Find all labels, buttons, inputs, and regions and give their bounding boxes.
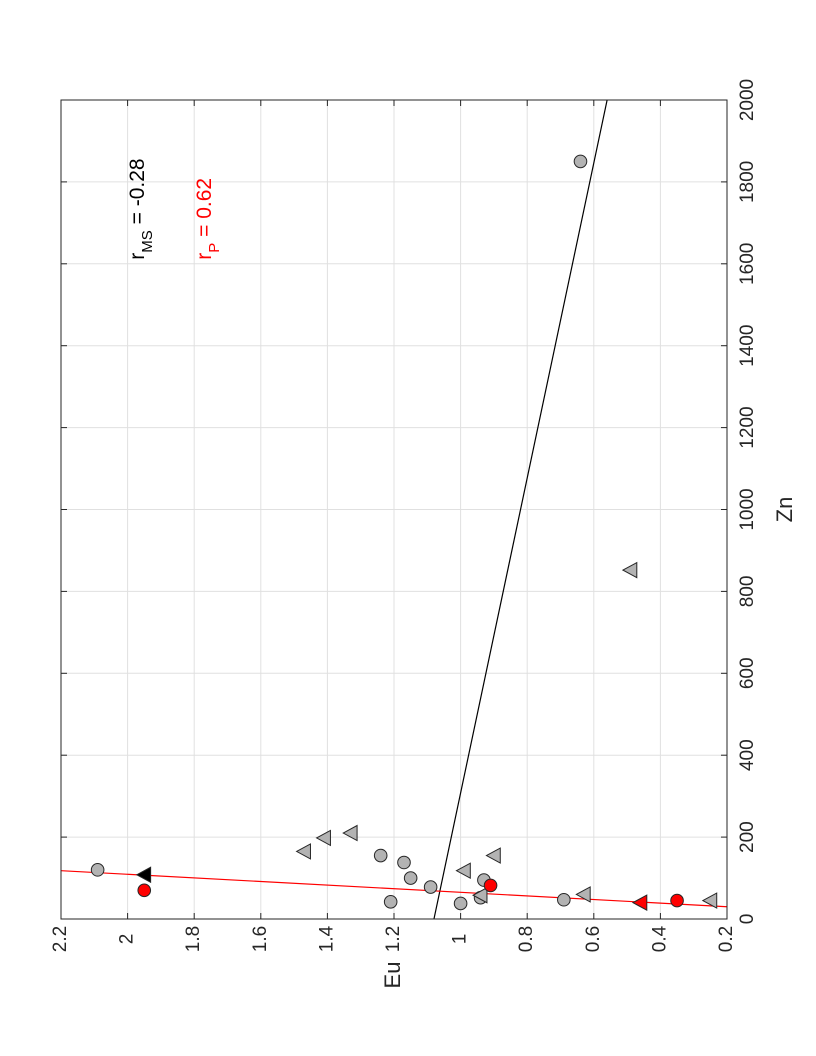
x-tick-label: 200: [737, 821, 758, 853]
data-point-circle: [137, 883, 152, 898]
data-point-triangle: [135, 866, 152, 884]
annotation-base: r: [126, 253, 149, 260]
data-points: [90, 154, 718, 911]
data-point-circle: [453, 896, 468, 911]
y-tick-label: 2.2: [50, 926, 71, 952]
data-point-triangle: [295, 843, 311, 860]
y-axis-label: Eu: [380, 962, 405, 989]
data-point-circle: [403, 871, 418, 885]
x-tick-label: 1600: [737, 243, 758, 285]
x-axis-ticks: 0 200 400 600 800 1000 1200 1400 1600 1800 2000: [61, 79, 758, 924]
data-point-circle: [557, 892, 571, 907]
data-point-triangle: [485, 847, 501, 864]
y-tick-label: 2: [117, 934, 138, 945]
data-point-triangle: [631, 894, 648, 911]
annotation-value: = -0.28: [126, 158, 149, 230]
y-tick-label: 1.8: [183, 926, 204, 952]
data-point-triangle: [621, 561, 638, 579]
x-tick-label: 1000: [737, 488, 758, 530]
annotation-base: r: [193, 253, 216, 260]
fit-lines: [60, 99, 728, 920]
data-point-triangle: [455, 862, 471, 880]
data-point-circle: [573, 154, 588, 169]
x-tick-label: 600: [737, 657, 758, 689]
x-tick-label: 1800: [737, 161, 758, 203]
annotation-value: = 0.62: [193, 178, 216, 243]
y-tick-label: 1.2: [383, 926, 404, 952]
fit-line: [433, 99, 608, 920]
annotation-subscript: P: [206, 243, 223, 253]
y-tick-label: 0.8: [516, 926, 537, 952]
x-tick-label: 400: [737, 739, 758, 771]
y-tick-label: 1.6: [250, 926, 271, 952]
data-point-circle: [397, 855, 411, 870]
x-tick-label: 1400: [737, 325, 758, 367]
data-point-triangle: [701, 892, 718, 909]
data-point-triangle: [472, 886, 488, 904]
fit-line: [60, 870, 728, 908]
correlation-annotation: rMS = -0.28: [126, 158, 156, 259]
y-tick-label: 1.4: [316, 925, 337, 952]
data-point-circle: [423, 880, 438, 894]
x-tick-label: 1200: [737, 406, 758, 448]
data-point-triangle: [342, 824, 358, 842]
data-point-triangle: [315, 829, 331, 847]
y-tick-label: 0.4: [649, 925, 670, 952]
data-point-circle: [483, 878, 498, 893]
y-tick-label: 0.6: [583, 926, 604, 952]
data-point-triangle: [575, 886, 591, 903]
data-point-circle: [670, 893, 684, 908]
x-tick-label: 2000: [737, 79, 758, 121]
data-point-circle: [90, 863, 105, 877]
data-point-circle: [383, 895, 398, 909]
x-axis-label: Zn: [772, 497, 797, 523]
correlation-annotation: rP = 0.62: [193, 178, 223, 260]
y-tick-label: 1: [450, 934, 471, 945]
data-point-circle: [373, 848, 388, 863]
x-tick-label: 0: [737, 914, 758, 925]
y-axis-ticks: 0.2 0.4 0.6 0.8 1 1.2 1.4 1.6 1.8 2 2.2: [50, 100, 737, 952]
y-tick-label: 0.2: [716, 926, 737, 952]
annotation-subscript: MS: [139, 230, 156, 253]
x-tick-label: 800: [737, 576, 758, 608]
grid-lines: [60, 99, 728, 920]
